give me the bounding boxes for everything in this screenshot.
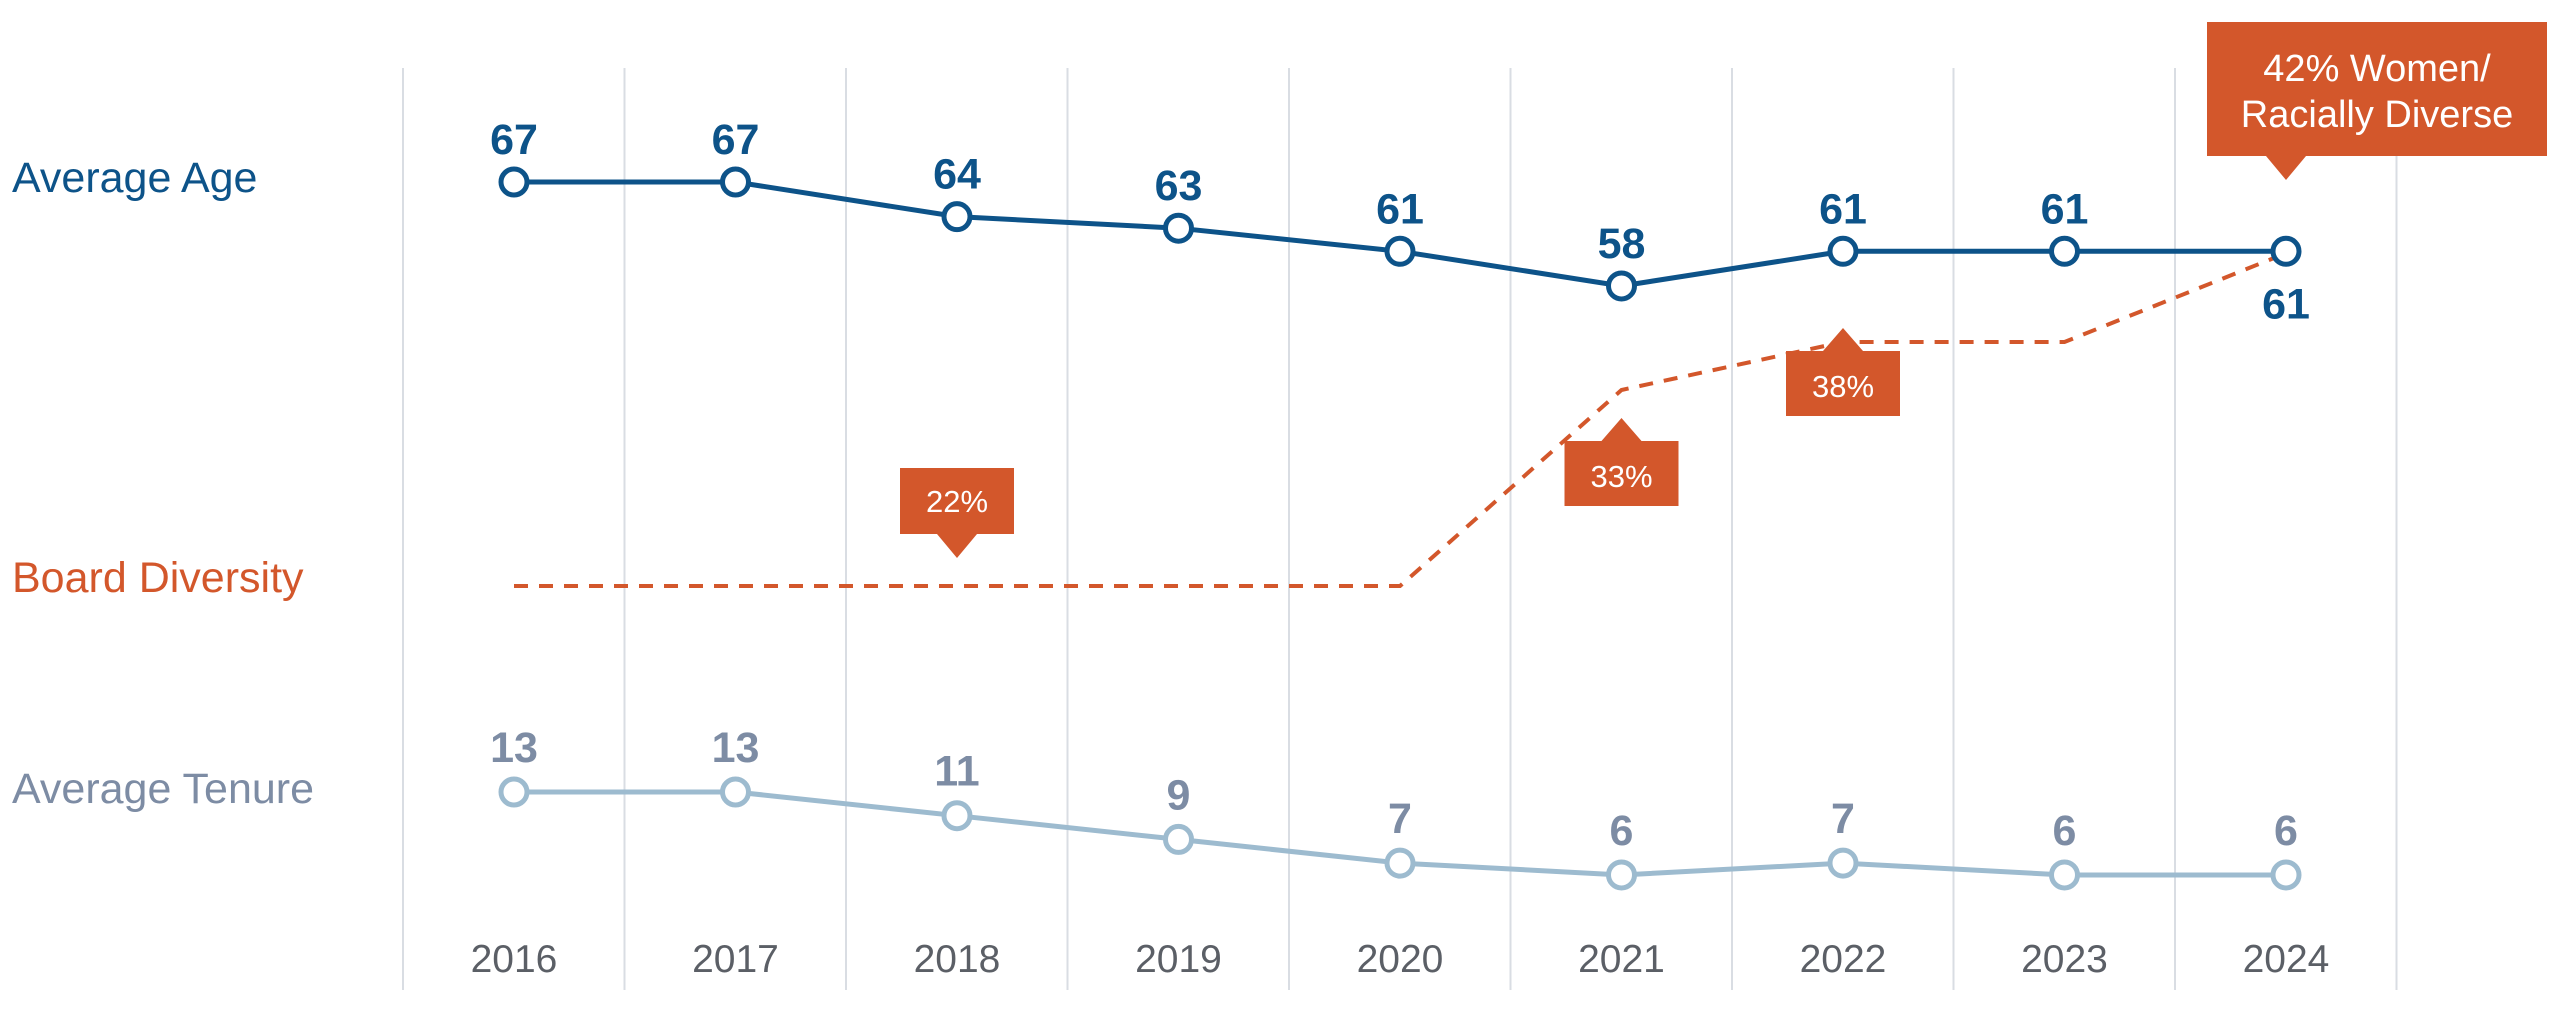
callout-box-33-percent [1564,418,1679,506]
x-tick-label: 2017 [692,938,779,981]
callout-label-42-percent-line: 42% Women/ [2263,48,2491,90]
average-age-value-label: 64 [933,151,981,199]
average-age-point [1827,235,1859,267]
average-tenure-point [2049,859,2080,891]
x-tick-label: 2019 [1135,938,1222,981]
average-tenure-value-label: 7 [1831,795,1855,843]
average-tenure-value-label: 7 [1388,795,1412,843]
x-tick-label: 2024 [2243,938,2330,981]
callout-label-33-percent: 33% [1590,459,1652,494]
series-label-board-diversity: Board Diversity [12,554,304,602]
average-age-value-label: 61 [2262,280,2310,328]
average-tenure-value-label: 6 [2274,807,2298,855]
series-label-average-age: Average Age [12,154,257,202]
average-tenure-point [1606,859,1637,891]
average-tenure-point [1384,847,1416,879]
average-tenure-value-label: 13 [712,724,760,772]
average-tenure-point [720,776,751,808]
average-tenure-value-label: 11 [934,748,979,796]
callout-label-38-percent: 38% [1812,369,1874,404]
average-tenure-value-label: 9 [1167,771,1191,819]
callout-box-38-percent [1786,328,1900,416]
average-age-value-label: 61 [1376,185,1424,233]
x-tick-label: 2016 [471,938,558,981]
average-age-value-label: 67 [490,116,538,164]
average-age-point [2049,235,2080,267]
average-age-value-label: 63 [1155,162,1203,210]
average-tenure-value-label: 13 [490,724,538,772]
average-age-point [498,166,530,198]
average-tenure-value-label: 6 [1610,807,1634,855]
average-tenure-point [941,800,973,832]
average-tenure-series: 13 13 11 9 7 6 7 6 6 [490,724,2302,891]
average-tenure-value-label: 6 [2053,807,2077,855]
callout-box-42-percent [2207,22,2547,180]
average-tenure-point [1163,823,1194,855]
callout-label-42-percent-line: Racially Diverse [2241,94,2513,136]
average-age-point [1384,235,1416,267]
average-tenure-point [498,776,530,808]
average-age-series: 67 67 64 63 61 58 61 61 61 [490,116,2310,328]
average-age-point [1606,270,1637,302]
x-tick-label: 2022 [1800,938,1887,981]
average-age-value-label: 61 [2041,185,2089,233]
x-tick-label: 2018 [914,938,1001,981]
average-tenure-point [1827,847,1859,879]
callout-label-22-percent: 22% [926,484,988,519]
callout-box-22-percent [900,468,1014,558]
average-age-value-label: 67 [712,116,760,164]
average-age-point [941,201,973,233]
average-age-point [2270,235,2302,267]
diversity-callouts: 22% 33% 38% 42% Women/Racially Diverse [900,22,2547,558]
board-diversity-series [514,251,2287,588]
x-tick-label: 2020 [1357,938,1444,981]
series-label-average-tenure: Average Tenure [12,765,314,813]
board-diversity-line [514,251,2287,588]
average-age-value-label: 61 [1819,185,1867,233]
average-age-point [720,166,751,198]
x-axis-labels: 2016 2017 2018 2019 2020 2021 2022 2023 2024 [471,938,2330,981]
average-age-value-label: 58 [1598,220,1646,268]
x-tick-label: 2023 [2021,938,2108,981]
average-age-point [1163,212,1194,244]
x-tick-label: 2021 [1578,938,1665,981]
average-tenure-point [2270,859,2302,891]
